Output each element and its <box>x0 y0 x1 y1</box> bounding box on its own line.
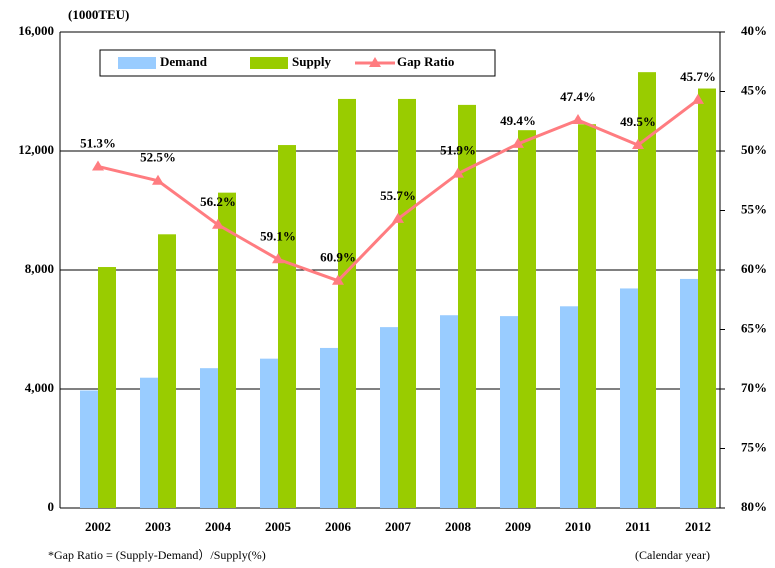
y-tick-label: 4,000 <box>25 380 54 395</box>
bar <box>638 72 656 508</box>
bar <box>578 124 596 508</box>
legend-swatch <box>118 57 156 69</box>
bar <box>338 98 356 508</box>
bar <box>320 347 338 508</box>
y2-tick-label: 60% <box>741 261 767 276</box>
line-marker <box>512 137 524 148</box>
legend-label: Demand <box>160 54 208 69</box>
line-marker <box>152 174 164 185</box>
bar <box>620 288 638 508</box>
x-tick-label: 2012 <box>685 519 711 534</box>
data-label: 52.5% <box>140 150 176 165</box>
y2-tick-label: 80% <box>741 499 767 514</box>
x-tick-label: 2011 <box>625 519 650 534</box>
line-marker <box>272 253 284 264</box>
line-marker <box>92 160 104 171</box>
y2-tick-label: 50% <box>741 142 767 157</box>
x-tick-label: 2010 <box>565 519 591 534</box>
data-label: 49.4% <box>500 113 536 128</box>
footnote: *Gap Ratio = (Supply-Demand）/Supply(%) <box>48 548 266 562</box>
y-tick-label: 12,000 <box>18 142 54 157</box>
x-tick-label: 2008 <box>445 519 472 534</box>
legend-box <box>99 49 496 77</box>
legend-label: Supply <box>292 54 332 69</box>
y2-tick-label: 65% <box>741 320 767 335</box>
bar <box>158 234 176 509</box>
unit-label: (1000TEU) <box>68 7 129 22</box>
bar <box>98 267 116 508</box>
x-tick-label: 2006 <box>325 519 352 534</box>
y2-tick-label: 70% <box>741 380 767 395</box>
bar <box>518 130 536 509</box>
bar <box>80 390 98 508</box>
data-label: 60.9% <box>320 250 356 265</box>
y-tick-label: 8,000 <box>25 261 54 276</box>
data-label: 51.9% <box>440 143 476 158</box>
line-marker <box>692 93 704 104</box>
x-tick-label: 2003 <box>145 519 172 534</box>
line-marker <box>212 218 224 229</box>
bar <box>440 315 458 508</box>
data-label: 55.7% <box>380 188 416 203</box>
bar <box>278 145 296 509</box>
bar <box>560 306 578 508</box>
bar <box>218 192 236 508</box>
y2-tick-label: 55% <box>741 201 767 216</box>
line-marker <box>632 139 644 150</box>
bar <box>200 368 218 508</box>
legend-swatch <box>250 57 288 69</box>
data-label: 59.1% <box>260 228 296 243</box>
y2-tick-label: 75% <box>741 439 767 454</box>
legend-marker <box>369 57 381 67</box>
line-marker <box>392 212 404 223</box>
bar <box>140 377 158 508</box>
data-label: 49.5% <box>620 114 656 129</box>
x-tick-label: 2004 <box>205 519 232 534</box>
line-marker <box>572 114 584 125</box>
x-tick-label: 2002 <box>85 519 111 534</box>
bar <box>260 358 278 508</box>
x-tick-label: 2009 <box>505 519 532 534</box>
data-label: 45.7% <box>680 69 716 84</box>
x-tick-label: 2005 <box>265 519 292 534</box>
bar <box>380 327 398 508</box>
data-label: 51.3% <box>80 135 116 150</box>
legend-label: Gap Ratio <box>397 54 454 69</box>
line-marker <box>452 167 464 178</box>
bar <box>398 98 416 508</box>
bar <box>458 104 476 508</box>
x-tick-label: 2007 <box>385 519 412 534</box>
y-tick-label: 16,000 <box>18 23 54 38</box>
y2-tick-label: 45% <box>741 82 767 97</box>
bar <box>698 88 716 509</box>
bar <box>500 316 518 508</box>
y-tick-label: 0 <box>48 499 55 514</box>
data-label: 47.4% <box>560 89 596 104</box>
bar <box>680 278 698 508</box>
data-label: 56.2% <box>200 194 236 209</box>
y2-tick-label: 40% <box>741 23 767 38</box>
x-axis-label: (Calendar year) <box>635 548 710 562</box>
line-marker <box>332 274 344 285</box>
